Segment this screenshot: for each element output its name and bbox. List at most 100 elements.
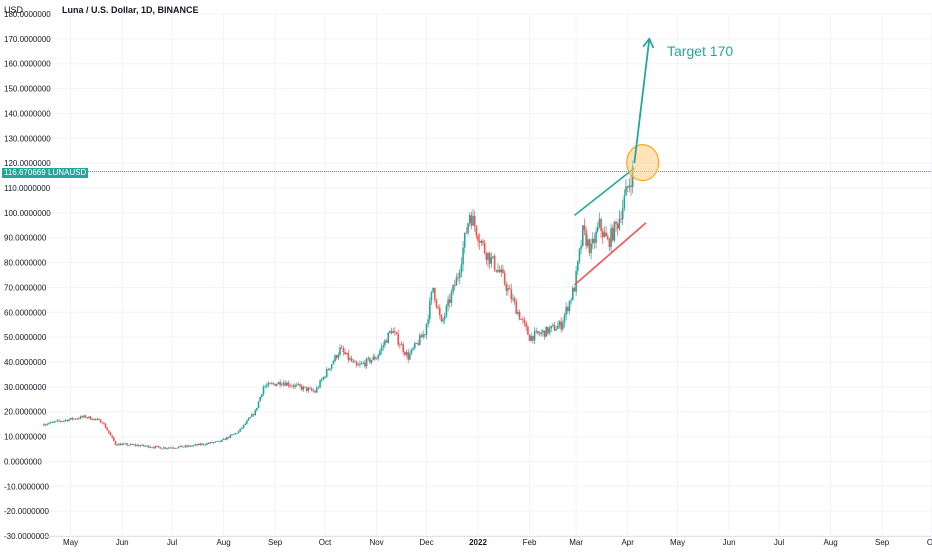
candle-body [334, 355, 336, 362]
candle-body [289, 385, 291, 387]
candle-body [425, 323, 428, 335]
drawings[interactable] [573, 37, 660, 286]
candle-body [565, 307, 567, 316]
candle-body [234, 433, 237, 435]
candle-body [442, 319, 444, 322]
candle-body [58, 420, 60, 422]
candle-body [68, 419, 70, 422]
candle-body [335, 355, 338, 358]
candle-body [553, 324, 556, 331]
y-tick-label: 50.0000000 [4, 333, 47, 342]
candle-body [537, 330, 539, 334]
candle-body [400, 344, 403, 346]
candle-body [364, 362, 366, 367]
candle-body [242, 424, 245, 428]
candle-body [232, 434, 235, 435]
candle-body [347, 352, 350, 360]
candle-body [354, 361, 356, 363]
candle-body [111, 435, 113, 438]
candle-body [404, 351, 406, 355]
candle-body [132, 444, 135, 446]
candle-body [480, 240, 483, 243]
candle-body [349, 358, 351, 360]
candle-body [249, 416, 252, 419]
candle-body [530, 335, 533, 341]
candle-body [538, 333, 541, 335]
candle-body [563, 315, 566, 323]
candle-body [350, 358, 353, 362]
candle-body [448, 299, 451, 303]
chart-title: Luna / U.S. Dollar, 1D, BINANCE [62, 5, 199, 15]
x-tick-label: Aug [216, 538, 230, 547]
candle-body [542, 330, 544, 333]
x-tick-label: Apr [621, 538, 634, 547]
candle-body [330, 364, 333, 369]
candle-body [51, 422, 54, 423]
candle-body [562, 322, 564, 330]
candle-body [478, 241, 481, 243]
candle-body [352, 361, 355, 363]
y-tick-label: 140.0000000 [4, 109, 51, 118]
candle-body [576, 260, 579, 271]
candle-body [495, 269, 498, 272]
candle-body [586, 239, 589, 246]
candle-body [319, 380, 321, 388]
candle-body [360, 363, 363, 365]
candle-body [345, 352, 348, 355]
candle-body [337, 354, 340, 358]
candle-body [167, 447, 170, 449]
candle-body [332, 361, 335, 365]
candle-body [259, 396, 261, 402]
candle-body [59, 421, 62, 422]
x-tick-label: Aug [823, 538, 837, 547]
last-price-tag: 116.6706697 [2, 168, 53, 178]
candle-body [414, 343, 416, 348]
candle-body [420, 335, 423, 338]
candle-body [221, 439, 223, 442]
x-tick-label: Jul [774, 538, 784, 547]
candle-body [169, 447, 172, 449]
candle-body [357, 364, 360, 366]
candle-body [224, 438, 227, 440]
candle-body [189, 445, 192, 447]
candle-body [217, 440, 220, 442]
candle-body [292, 385, 295, 387]
support-trendline [573, 222, 647, 286]
x-tick-label: Oc [927, 538, 932, 547]
candle-body [66, 419, 69, 422]
candle-body [237, 431, 240, 434]
y-tick-label: 180.0000000 [4, 10, 51, 19]
candle-body [512, 298, 514, 300]
x-tick-label: Nov [369, 538, 383, 547]
candle-body [580, 245, 582, 250]
candle-body [543, 330, 546, 337]
candle-body [69, 417, 72, 420]
y-tick-label: 30.0000000 [4, 383, 47, 392]
candle-body [142, 444, 145, 447]
candle-body [470, 215, 473, 226]
candle-body [239, 428, 242, 432]
candle-body [365, 358, 368, 367]
candles [43, 160, 634, 450]
candle-body [191, 445, 193, 447]
candle-body [560, 321, 562, 330]
y-tick-label: -10.0000000 [4, 482, 49, 491]
candle-body [113, 437, 115, 442]
candle-body [355, 362, 358, 366]
candle-body [525, 323, 528, 327]
candle-body [294, 384, 296, 387]
symbol-tag: LUNAUSD [46, 168, 89, 178]
candle-body [214, 441, 217, 443]
candle-body [342, 348, 345, 353]
candle-body [257, 401, 260, 408]
candle-body [558, 321, 561, 326]
candle-body [186, 445, 188, 447]
candle-body [274, 383, 276, 386]
candle-body [327, 369, 330, 371]
candle-body [202, 443, 205, 445]
candle-body [503, 272, 506, 284]
candle-body [412, 347, 414, 349]
candle-body [297, 384, 300, 386]
